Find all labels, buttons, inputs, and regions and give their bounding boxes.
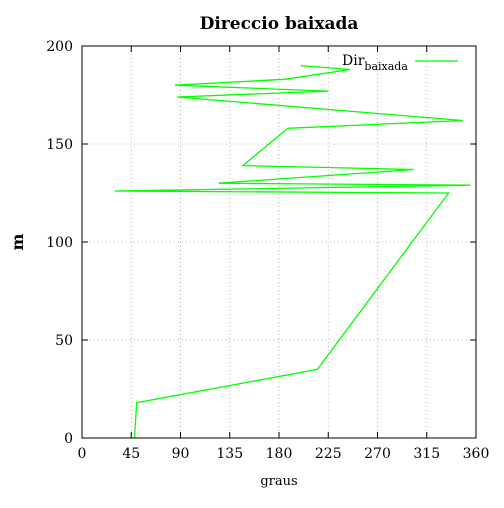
series-line-dir-baixada xyxy=(114,64,471,439)
x-tick-label: 360 xyxy=(463,446,490,462)
grid xyxy=(82,46,476,438)
axis-ticks: 0 45 90 135 180 225 270 315 360 0 50 100 150 200 xyxy=(46,39,489,462)
legend-label-main: Dir xyxy=(342,53,365,69)
x-tick-label: 315 xyxy=(413,446,440,462)
x-tick-label: 180 xyxy=(266,446,293,462)
y-axis-label: m xyxy=(8,233,27,250)
y-tick-label: 150 xyxy=(46,137,73,153)
legend-label: Dirbaixada xyxy=(342,53,408,73)
x-tick-label: 0 xyxy=(78,446,87,462)
series-layer xyxy=(114,64,471,439)
x-tick-label: 90 xyxy=(172,446,190,462)
x-tick-label: 45 xyxy=(122,446,140,462)
legend-label-subscript: baixada xyxy=(364,60,408,73)
x-tick-label: 135 xyxy=(216,446,243,462)
y-tick-label: 50 xyxy=(55,333,73,349)
y-tick-label: 200 xyxy=(46,39,73,55)
y-tick-label: 0 xyxy=(64,431,73,447)
legend: Dirbaixada xyxy=(342,53,458,73)
x-axis-label: graus xyxy=(260,474,297,489)
y-tick-label: 100 xyxy=(46,235,73,251)
x-tick-label: 225 xyxy=(315,446,342,462)
plot-frame xyxy=(81,45,477,439)
chart-title: Direccio baixada xyxy=(200,14,359,34)
x-tick-label: 270 xyxy=(364,446,391,462)
